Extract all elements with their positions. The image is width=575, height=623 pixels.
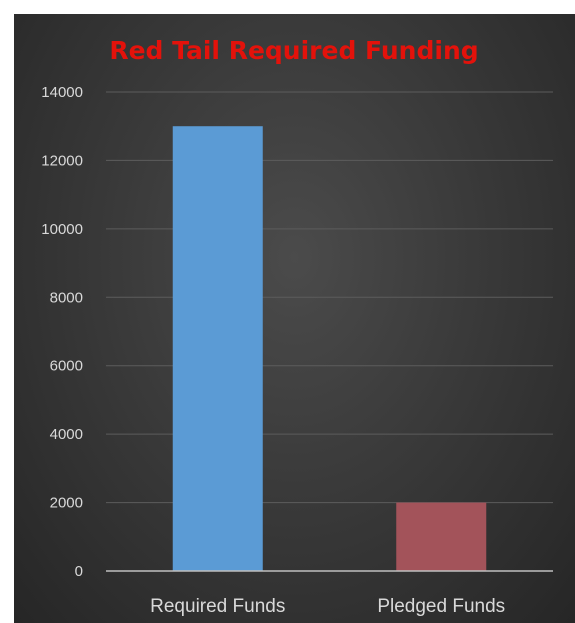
x-category-label: Required Funds <box>150 596 285 617</box>
x-category-label: Pledged Funds <box>377 596 505 617</box>
y-tick-label: 8000 <box>50 289 83 306</box>
x-axis-category-labels: Required Funds Pledged Funds <box>150 596 505 617</box>
bar-pledged-funds <box>396 502 487 571</box>
y-tick-label: 6000 <box>50 358 83 375</box>
y-tick-label: 0 <box>75 563 83 580</box>
y-tick-label: 2000 <box>50 495 83 512</box>
bars <box>172 126 487 571</box>
y-tick-label: 10000 <box>41 221 83 238</box>
y-tick-label: 14000 <box>41 84 83 101</box>
bar-required-funds <box>172 126 263 571</box>
y-tick-label: 4000 <box>50 426 83 443</box>
chart-title: Red Tail Required Funding <box>109 36 478 65</box>
y-axis-tick-labels: 0 2000 4000 6000 8000 10000 12000 14000 <box>41 84 83 580</box>
y-tick-label: 12000 <box>41 152 83 169</box>
